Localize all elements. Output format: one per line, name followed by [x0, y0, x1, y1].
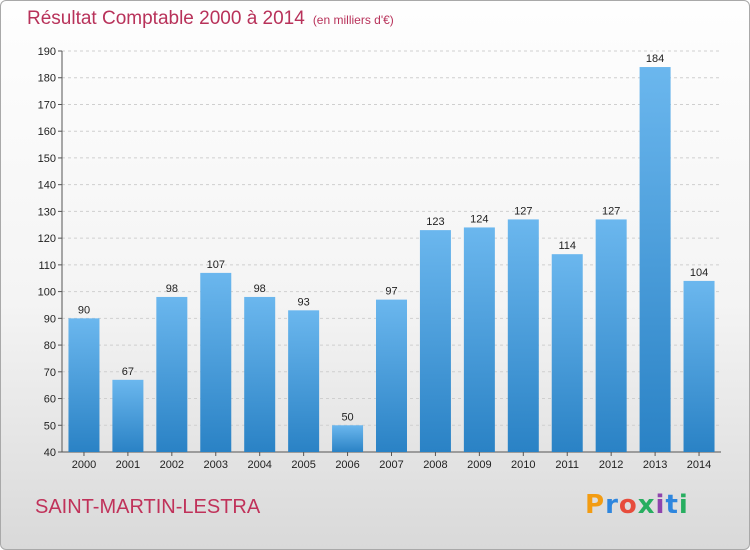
x-tick-label: 2002 [160, 459, 184, 471]
logo-letter: o [618, 490, 638, 520]
bar [288, 310, 320, 452]
x-tick-label: 2005 [291, 459, 315, 471]
y-tick-label: 70 [44, 367, 56, 379]
y-tick-label: 150 [38, 153, 56, 165]
bar-value-label: 104 [690, 267, 708, 279]
bar-value-label: 90 [78, 304, 90, 316]
logo-letter: t [665, 490, 679, 520]
x-tick-label: 2003 [204, 459, 228, 471]
logo-letter: x [637, 490, 656, 520]
x-tick-label: 2008 [423, 459, 447, 471]
bar [376, 299, 407, 452]
y-tick-label: 170 [38, 99, 56, 111]
bar [68, 318, 100, 452]
x-tick-label: 2004 [247, 459, 271, 471]
y-tick-label: 110 [38, 260, 56, 272]
bar [156, 296, 188, 452]
bar-value-label: 98 [254, 283, 266, 295]
bar-value-label: 184 [646, 53, 664, 65]
bar-value-label: 93 [298, 296, 310, 308]
commune-name: SAINT-MARTIN-LESTRA [35, 496, 261, 518]
bar [200, 272, 232, 452]
chart-subtitle: (en milliers d'€) [312, 13, 394, 27]
bar-value-label: 97 [385, 286, 397, 298]
chart-title: Résultat Comptable 2000 à 2014 (en millie… [27, 8, 394, 30]
bar [332, 425, 364, 452]
bar [419, 230, 451, 452]
y-tick-label: 130 [38, 206, 56, 218]
x-tick-label: 2012 [599, 459, 623, 471]
bar [244, 296, 276, 452]
bar-value-label: 127 [514, 205, 532, 217]
bar [112, 379, 144, 452]
bar-value-label: 50 [341, 411, 353, 423]
x-tick-label: 2000 [72, 459, 96, 471]
bar [683, 280, 715, 452]
x-tick-label: 2006 [335, 459, 359, 471]
proxiti-logo: Proxiti [585, 490, 689, 520]
bar-value-label: 127 [602, 205, 620, 217]
chart-title-text: Résultat Comptable 2000 à 2014 [27, 8, 305, 29]
bar [507, 219, 539, 452]
bar [551, 254, 583, 452]
bar [595, 219, 627, 452]
x-tick-label: 2009 [467, 459, 491, 471]
y-tick-label: 160 [38, 126, 56, 138]
logo-letter: r [605, 490, 619, 520]
x-tick-label: 2001 [116, 459, 140, 471]
y-tick-label: 100 [38, 287, 56, 299]
x-tick-label: 2013 [643, 459, 667, 471]
x-tick-label: 2014 [687, 459, 711, 471]
y-tick-label: 120 [38, 233, 56, 245]
y-tick-label: 190 [38, 46, 56, 58]
y-tick-label: 180 [38, 73, 56, 85]
y-tick-label: 40 [44, 447, 56, 459]
bar-value-label: 67 [122, 366, 134, 378]
logo-letter: i [678, 490, 689, 520]
bar-value-label: 124 [470, 213, 488, 225]
bar-value-label: 123 [426, 216, 444, 228]
x-tick-label: 2011 [555, 459, 579, 471]
y-tick-label: 80 [44, 340, 56, 352]
y-tick-label: 90 [44, 313, 56, 325]
logo-letter: P [585, 490, 606, 520]
y-tick-label: 60 [44, 394, 56, 406]
y-tick-label: 140 [38, 180, 56, 192]
bar-value-label: 98 [166, 283, 178, 295]
y-tick-label: 50 [44, 420, 56, 432]
x-tick-label: 2007 [379, 459, 403, 471]
bar-value-label: 114 [558, 240, 576, 252]
bar [639, 67, 671, 452]
bar [463, 227, 495, 452]
logo-letter: i [655, 490, 666, 520]
bar-value-label: 107 [207, 259, 225, 271]
x-tick-label: 2010 [511, 459, 535, 471]
